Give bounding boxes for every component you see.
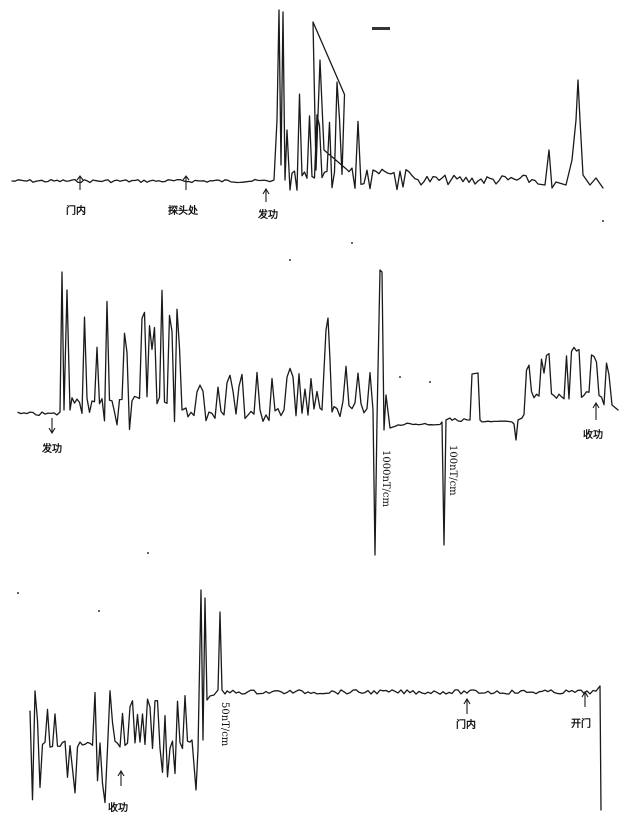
scan-specks (17, 27, 604, 612)
panel-middle-trace (17, 269, 619, 556)
marker-label-shougong-bot: 收功 (108, 801, 128, 814)
speck (399, 376, 401, 378)
marker-label-men-nei-bot: 门内 (456, 718, 476, 731)
scale-label-1000: 1000nT/cm (380, 450, 391, 508)
speck (17, 592, 19, 594)
panel-bottom: 收功 门内 开门 50nT/cm (29, 589, 602, 814)
marker-label-men-nei-top: 门内 (66, 204, 86, 217)
speck (429, 381, 431, 383)
speck (98, 610, 100, 612)
marker-arrowhead-men-nei-bot (463, 697, 471, 705)
speck (147, 552, 149, 554)
speck (602, 220, 604, 222)
marker-arrowhead-fagong-mid (48, 427, 56, 435)
speck (351, 242, 353, 244)
marker-label-shougong-mid: 收功 (583, 428, 603, 441)
marker-arrowhead-kaimen (581, 690, 589, 698)
panel-top-trace (11, 9, 604, 191)
panel-top: 门内 探头处 发功 (11, 9, 604, 221)
marker-label-kaimen: 开门 (571, 717, 591, 730)
speck (289, 259, 291, 261)
marker-arrowhead-men-nei-top (76, 175, 84, 181)
marker-label-fagong-mid: 发功 (41, 442, 62, 455)
panel-bottom-trace (29, 589, 602, 811)
marker-label-fagong-top: 发功 (257, 208, 278, 221)
marker-arrowhead-shougong-mid (592, 401, 600, 409)
marker-arrowhead-shougong-bot (117, 769, 125, 777)
marker-arrowhead-probe (182, 175, 190, 181)
panel-middle: 发功 收功 1000nT/cm 100nT/cm (17, 269, 619, 556)
speck (372, 27, 390, 30)
marker-arrowhead-fagong-top (262, 187, 270, 195)
scale-label-50: 50nT/cm (219, 702, 230, 747)
scale-label-100: 100nT/cm (447, 445, 458, 496)
marker-label-probe: 探头处 (168, 204, 199, 217)
